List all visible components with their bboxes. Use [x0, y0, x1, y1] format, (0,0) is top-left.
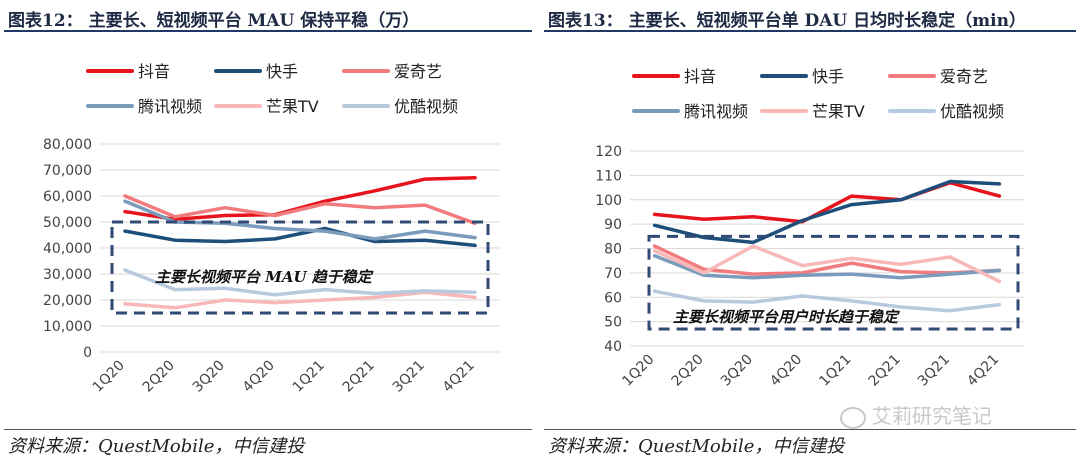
legend-label: 抖音 — [684, 67, 716, 86]
x-tick-label: 1Q20 — [90, 358, 128, 396]
series-line — [123, 176, 477, 222]
x-tick-label: 4Q21 — [440, 358, 478, 396]
legend-label: 腾讯视频 — [138, 97, 202, 116]
legend-label: 优酷视频 — [940, 102, 1004, 121]
annotation-box — [647, 234, 1020, 331]
y-tick-label: 80,000 — [43, 137, 92, 153]
wechat-icon — [840, 406, 866, 429]
x-tick-label: 3Q20 — [718, 352, 756, 390]
y-tick-label: 40 — [604, 339, 622, 355]
right-source-rule — [544, 429, 1076, 430]
x-tick-label: 4Q21 — [964, 352, 1002, 390]
right-chart-panel: 抖音 快手 爱奇艺腾讯视频 芒果TV 优酷视频 40 50 60 70 80 90 100 110 120… — [540, 38, 1080, 426]
x-tick-label: 1Q20 — [619, 352, 657, 390]
series-line — [652, 289, 1002, 313]
x-tick-label: 3Q20 — [190, 358, 228, 396]
y-tick-label: 0 — [83, 345, 92, 361]
left-chart-title: 图表12： 主要长、短视频平台 MAU 保持平稳（万） — [8, 11, 420, 31]
left-chart-panel: 抖音 快手 爱奇艺腾讯视频 芒果TV 优酷视频 0 10,000 20,000 30,000 40… — [0, 38, 540, 426]
x-tick-label: 2Q21 — [866, 352, 904, 390]
y-tick-label: 40,000 — [43, 241, 92, 257]
legend-label: 快手 — [812, 67, 844, 86]
y-tick-label: 120 — [595, 144, 622, 160]
series-line — [123, 199, 477, 241]
right-chart-title: 图表13： 主要长、短视频平台单 DAU 日均时长稳定（min） — [548, 11, 1026, 31]
y-tick-label: 50 — [604, 315, 622, 331]
x-tick-label: 2Q21 — [340, 358, 378, 396]
y-tick-label: 10,000 — [43, 319, 92, 335]
x-tick-label: 1Q21 — [816, 352, 854, 390]
legend-label: 爱奇艺 — [394, 62, 442, 81]
x-tick-label: 3Q21 — [390, 358, 428, 396]
left-source-rule — [4, 429, 532, 430]
y-tick-label: 60 — [604, 290, 622, 306]
x-tick-label: 4Q20 — [767, 352, 805, 390]
legend-label: 芒果TV — [812, 102, 865, 121]
x-tick-label: 4Q20 — [240, 358, 278, 396]
y-tick-label: 100 — [595, 193, 622, 209]
annotation-box — [110, 220, 490, 315]
legend-label: 芒果TV — [266, 97, 319, 116]
annotation-text: 主要长视频平台用户时长趋于稳定 — [673, 308, 900, 326]
y-tick-label: 70,000 — [43, 163, 92, 179]
y-tick-label: 80 — [604, 242, 622, 258]
legend-label: 优酷视频 — [394, 97, 458, 116]
legend-label: 爱奇艺 — [940, 67, 988, 86]
y-tick-label: 60,000 — [43, 189, 92, 205]
left-title-rule — [4, 30, 532, 32]
y-tick-label: 20,000 — [43, 293, 92, 309]
y-tick-label: 50,000 — [43, 215, 92, 231]
series-line — [123, 226, 477, 248]
x-tick-label: 2Q20 — [669, 352, 707, 390]
series-line — [652, 180, 1002, 224]
series-line — [123, 268, 477, 297]
legend-label: 抖音 — [138, 62, 170, 81]
watermark: 艾莉研究笔记 — [840, 400, 992, 429]
x-tick-label: 1Q21 — [290, 358, 328, 396]
y-tick-label: 110 — [595, 168, 622, 184]
y-tick-label: 70 — [604, 266, 622, 282]
right-title-rule — [544, 30, 1076, 32]
series-line — [652, 254, 1002, 280]
legend-label: 快手 — [266, 62, 298, 81]
series-line — [652, 179, 1002, 245]
x-tick-label: 3Q21 — [915, 352, 953, 390]
y-tick-label: 30,000 — [43, 267, 92, 283]
series-line — [652, 244, 1002, 284]
y-tick-label: 90 — [604, 217, 622, 233]
left-source-note: 资料来源：QuestMobile，中信建投 — [8, 436, 305, 457]
x-tick-label: 2Q20 — [140, 358, 178, 396]
series-line — [123, 194, 477, 226]
right-source-note: 资料来源：QuestMobile，中信建投 — [548, 436, 845, 457]
watermark-text: 艾莉研究笔记 — [872, 404, 992, 428]
legend-label: 腾讯视频 — [684, 102, 748, 121]
annotation-text: 主要长视频平台 MAU 趋于稳定 — [155, 268, 374, 286]
